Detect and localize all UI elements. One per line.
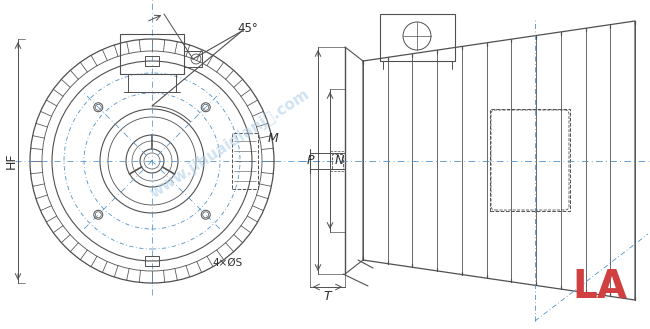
Text: M: M (268, 133, 279, 145)
Bar (120, 34, 184, 74)
Text: P: P (306, 155, 314, 167)
Bar (184, 51, 202, 67)
Text: HF: HF (5, 153, 18, 169)
Text: www.jihuaidianj机.com: www.jihuaidianj机.com (148, 87, 313, 201)
Text: 45°: 45° (237, 22, 258, 36)
Bar (145, 56, 159, 66)
Bar (332, 154, 343, 168)
Bar (145, 256, 159, 266)
Text: T: T (324, 291, 332, 303)
Bar (380, 14, 455, 61)
Bar (232, 133, 258, 189)
Text: 4×ØS: 4×ØS (212, 258, 242, 268)
Text: LA: LA (573, 268, 627, 306)
Text: N: N (335, 155, 344, 167)
Bar (490, 109, 570, 211)
